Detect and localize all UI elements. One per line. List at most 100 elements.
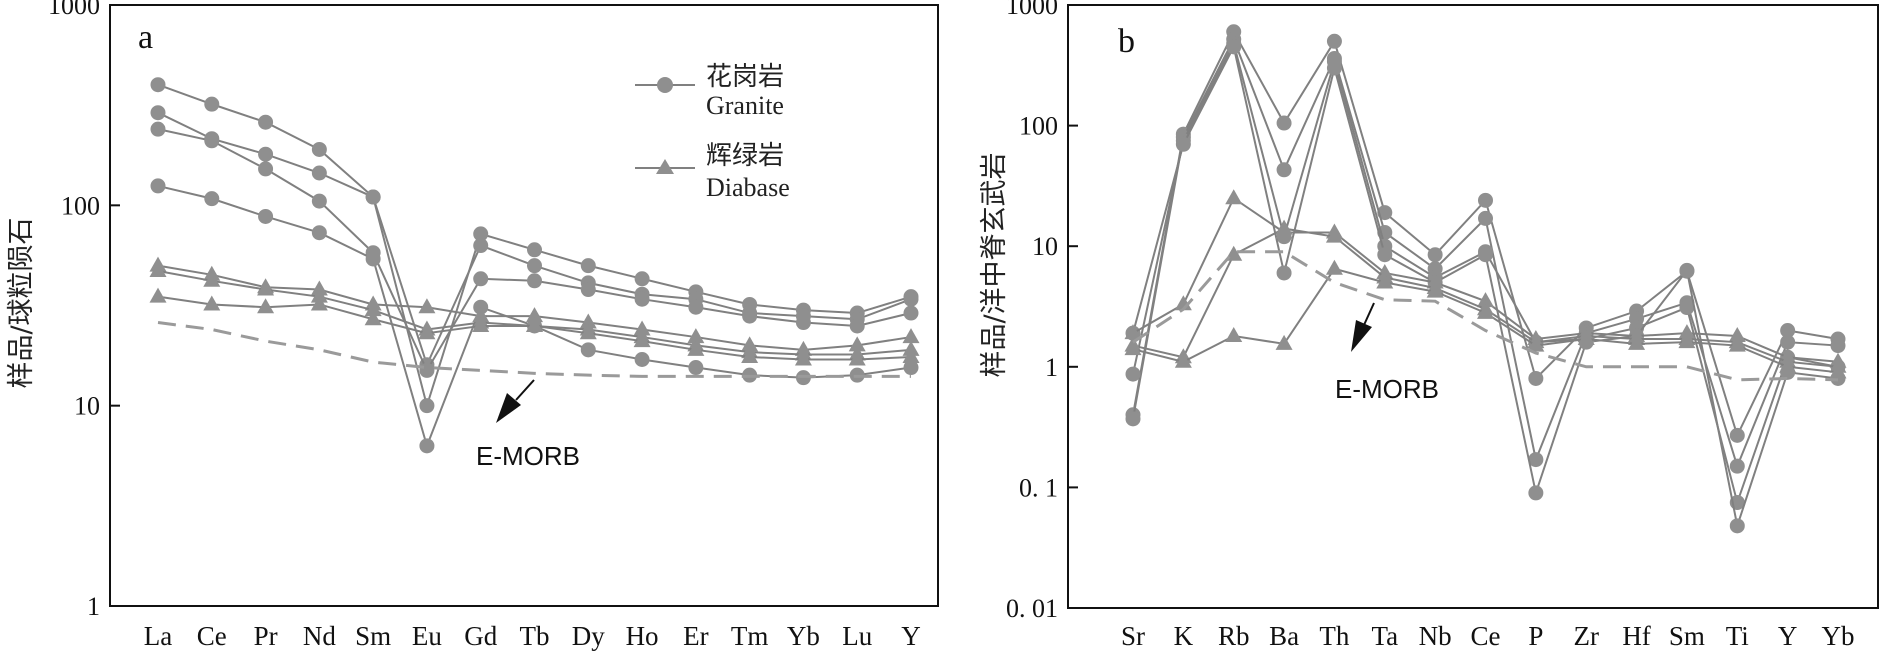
panel-a-granite-point: [580, 258, 596, 274]
panel-a-emorb-arrow-shaft: [515, 379, 535, 401]
panel-b-diabase-point: [1325, 259, 1343, 275]
panel-a-granite-point: [150, 178, 166, 194]
panel-a-x-tick-label: Yb: [787, 621, 820, 651]
panel-b-granite-point: [1830, 338, 1846, 354]
panel-b-x-tick-label: Nb: [1419, 621, 1452, 651]
legend: 花岗岩 Granite 辉绿岩 Diabase: [635, 62, 790, 202]
panel-b-emorb-annotation: E-MORB: [1335, 302, 1439, 404]
panel-a-x-tick-label: Lu: [842, 621, 872, 651]
panel-b-x-tick-label: Zr: [1573, 621, 1598, 651]
panel-a-granite-point: [311, 225, 327, 241]
panel-a-granite-point: [204, 191, 220, 207]
panel-b-x-tick-label: Sm: [1669, 621, 1705, 651]
panel-b-granite-point: [1377, 247, 1393, 263]
panel-b-granite-point: [1427, 247, 1443, 263]
panel-a-granite-point: [527, 258, 542, 274]
panel-a-diabase-point: [149, 262, 167, 278]
panel-b-y-axis-label: 样品/洋中脊玄武岩: [979, 152, 1010, 377]
panel-b-x-tick-label: Ba: [1269, 621, 1299, 651]
panel-b-granite-point: [1729, 458, 1745, 474]
panel-b-diabase-point: [1275, 334, 1293, 350]
panel-a-y-axis-label: 样品/球粒陨石: [6, 217, 37, 388]
panel-a-granite-point: [365, 189, 381, 205]
panel-b-granite-point: [1679, 262, 1695, 278]
panel-a-granite-point: [849, 318, 865, 334]
panel-b-granite-point: [1175, 136, 1191, 152]
panel-b-granite-point: [1125, 366, 1141, 382]
panel-b-emorb-arrow-head: [1351, 320, 1372, 352]
panel-a-emorb-arrow-head: [496, 393, 521, 423]
panel-a-diabase-point: [579, 324, 597, 340]
panel-a-granite-point: [903, 291, 919, 307]
panel-a-x-tick-label: Tb: [520, 621, 550, 651]
panel-a-diabase-point: [149, 287, 167, 303]
panel-b-diabase-point: [1225, 189, 1243, 205]
panel-a-diabase-point: [687, 340, 705, 356]
panel-a-granite-point: [258, 146, 274, 162]
panel-a-diabase-point: [257, 298, 275, 314]
panel-b-granite-line: [1132, 43, 1839, 530]
panel-b-granite-point: [1528, 452, 1544, 468]
panel-b-diabase-point: [1174, 352, 1192, 368]
panel-b-emorb-arrow-shaft: [1363, 302, 1375, 326]
panel-b-diabase-point: [1678, 333, 1696, 349]
panel-a-granite-point: [688, 360, 704, 376]
panel-b-y-tick-label: 100: [1019, 112, 1058, 141]
panel-b-granite-point: [1226, 39, 1242, 55]
panel-a-y-tick-label: 10: [74, 392, 100, 421]
panel-b-x-tick-label: Th: [1319, 621, 1349, 651]
panel-b-diabase-point: [1577, 330, 1595, 346]
panel-a-x-tick-label: Ho: [626, 621, 659, 651]
panel-a-diabase-point: [902, 347, 920, 363]
panel-b-diabase-point: [1628, 334, 1646, 350]
panel-b-granite-point: [1729, 518, 1745, 534]
panel-a-diabase-point: [741, 347, 759, 363]
panel-b-plot: 0. 01 0. 1 1 10 100 1000 Sr K Rb Ba Th Ta Nb Ce P Zr Hf S…: [1006, 0, 1879, 651]
panel-a-granite-point: [903, 305, 919, 321]
panel-a-granite-point: [311, 141, 327, 157]
panel-a-granite-point: [634, 352, 650, 368]
panel-b-x-tick-label: Yb: [1822, 621, 1855, 651]
panel-b-x-tick-label: Rb: [1218, 621, 1250, 651]
panel-a-granite-point: [150, 121, 166, 137]
panel-b-series-emorb: [1132, 250, 1839, 382]
panel-b-y-tick-label: 10: [1032, 232, 1058, 261]
panel-b-diabase-point: [1829, 363, 1847, 379]
panel-a-series-group: [149, 77, 920, 454]
panel-a-diabase-point: [203, 271, 221, 287]
panel-b-y-tick-label: 0. 1: [1019, 473, 1058, 502]
panel-a-granite-point: [795, 315, 811, 331]
panel-b-series-diabase: [1124, 259, 1847, 379]
legend-granite-cn: 花岗岩: [706, 62, 784, 92]
panel-b-diabase-point: [1477, 303, 1494, 319]
panel-a-x-tick-label: Gd: [464, 621, 497, 651]
panel-a-series-granite: [150, 121, 919, 378]
panel-b-plot-frame: [1067, 4, 1879, 609]
panel-a-emorb-label: E-MORB: [476, 441, 580, 471]
panel-a-diabase-point: [418, 298, 436, 314]
legend-diabase-cn: 辉绿岩: [706, 141, 784, 171]
panel-a-diabase-point: [848, 350, 866, 366]
panel-b-granite-point: [1276, 265, 1292, 281]
panel-a-diabase-point: [848, 336, 866, 352]
panel-a-diabase-point: [526, 316, 543, 332]
panel-b-diabase-point: [1325, 227, 1343, 243]
panel-a-granite-point: [258, 208, 274, 224]
panel-a-x-tick-label: Ce: [197, 621, 227, 651]
panel-b-granite-point: [1679, 300, 1695, 316]
panel-a-granite-point: [258, 161, 274, 177]
panel-b-granite-point: [1478, 210, 1493, 226]
panel-b-x-tick-label: Ti: [1726, 621, 1749, 651]
panel-b-emorb-label: E-MORB: [1335, 374, 1439, 404]
panel-a-granite-point: [527, 273, 542, 289]
panel-b-diabase-point: [1527, 336, 1545, 352]
panel-b-x-tick-label: Sr: [1121, 621, 1145, 651]
panel-a-granite-point: [473, 226, 489, 242]
panel-a-diabase-point: [794, 350, 812, 366]
panel-b-granite-point: [1326, 33, 1342, 49]
panel-b-diabase-point: [1779, 357, 1797, 373]
panel-a-granite-point: [580, 342, 596, 358]
panel-a-granite-point: [419, 438, 435, 454]
